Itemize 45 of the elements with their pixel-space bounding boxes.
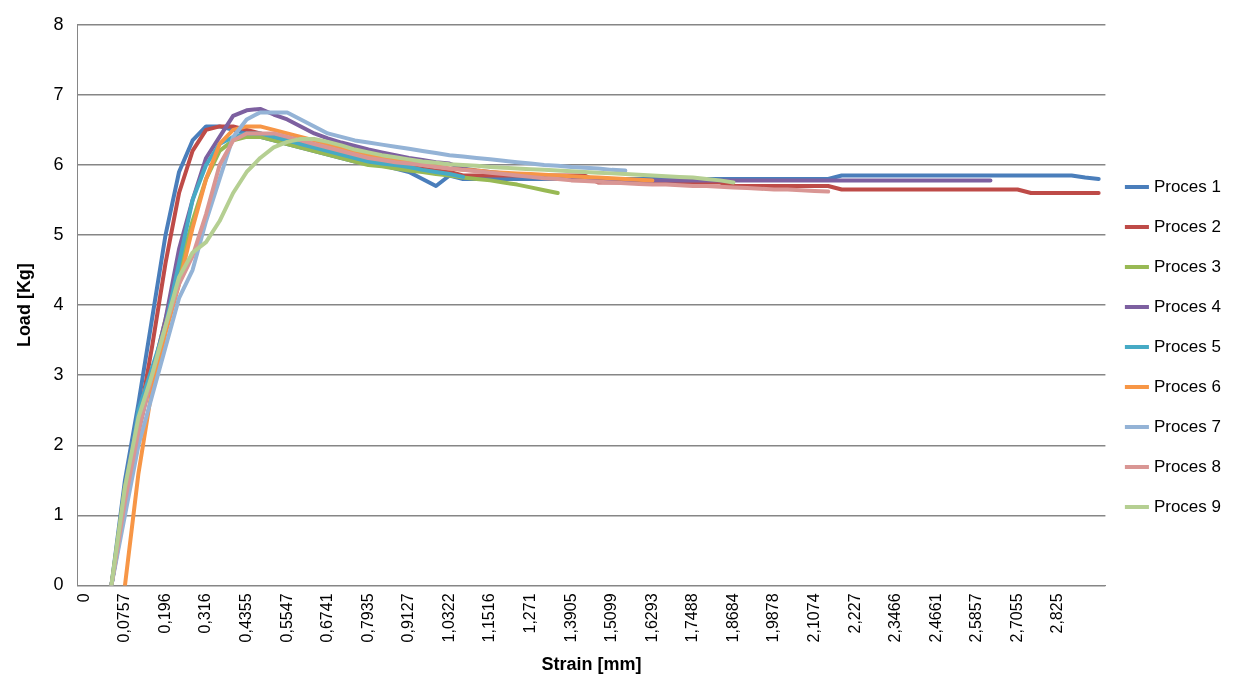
legend-label: Proces 2 [1153,216,1222,236]
x-tick-label: 0,6741 [318,593,336,643]
legend-label: Proces 7 [1153,416,1222,436]
x-tick-label: 1,6293 [642,593,660,643]
legend-label: Proces 8 [1153,456,1222,476]
x-tick-label: 2,825 [1048,593,1066,634]
y-tick-label: 0 [53,574,64,595]
x-tick-label: 0,9127 [399,593,417,643]
y-tick-label: 3 [53,364,64,385]
legend-label: Proces 3 [1153,256,1222,276]
y-axis-title: Load [Kg] [13,263,34,348]
x-tick-label: 2,227 [845,593,863,634]
x-tick-label: 1,9878 [764,593,782,643]
x-tick-label: 0,5547 [277,593,295,643]
x-tick-label: 1,8684 [723,593,741,643]
y-tick-label: 5 [53,224,64,245]
x-tick-label: 1,0322 [439,593,457,643]
x-tick-label: 2,5857 [967,593,985,643]
y-tick-label: 2 [53,434,64,455]
x-tick-label: 0 [74,593,92,603]
y-tick-label: 8 [53,13,64,34]
y-tick-label: 4 [53,294,64,315]
x-tick-label: 1,1516 [480,593,498,643]
legend-label: Proces 5 [1153,336,1222,356]
x-tick-label: 1,271 [521,593,539,634]
legend-label: Proces 9 [1153,496,1222,516]
x-tick-label: 0,196 [155,593,173,634]
x-tick-label: 1,5099 [602,593,620,643]
x-tick-label: 2,4661 [926,593,944,643]
x-tick-label: 0,316 [196,593,214,634]
legend-label: Proces 1 [1153,176,1222,196]
x-tick-label: 1,3905 [561,593,579,643]
y-tick-label: 6 [53,153,64,174]
y-tick-label: 7 [53,83,64,104]
x-tick-label: 2,1074 [805,593,823,643]
x-axis-title: Strain [mm] [541,654,642,675]
x-tick-label: 0,0757 [115,593,133,643]
y-tick-label: 1 [53,504,64,525]
x-tick-label: 0,7935 [358,593,376,643]
legend-label: Proces 4 [1153,296,1222,316]
x-tick-label: 2,7055 [1007,593,1025,643]
x-tick-label: 1,7488 [683,593,701,643]
legend-label: Proces 6 [1153,376,1222,396]
x-tick-label: 0,4355 [237,593,255,643]
x-tick-label: 2,3466 [886,593,904,643]
